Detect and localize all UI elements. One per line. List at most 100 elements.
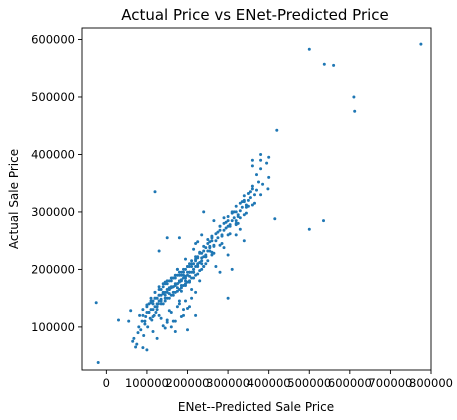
- data-point: [184, 276, 187, 280]
- data-point: [135, 342, 139, 346]
- data-point: [192, 267, 196, 271]
- data-point: [161, 324, 165, 328]
- data-point: [157, 249, 161, 253]
- data-point: [188, 305, 191, 309]
- data-point: [169, 325, 173, 329]
- data-point: [216, 230, 220, 234]
- data-point: [222, 246, 226, 250]
- data-point: [161, 290, 165, 294]
- data-point: [200, 267, 204, 271]
- data-point: [222, 216, 226, 220]
- data-point: [238, 201, 242, 205]
- data-point: [149, 296, 153, 300]
- data-point: [238, 227, 242, 231]
- data-point: [134, 345, 138, 349]
- data-point: [194, 290, 198, 294]
- data-point: [210, 236, 214, 240]
- data-point: [190, 296, 194, 300]
- data-point: [150, 318, 154, 322]
- data-point: [307, 227, 311, 231]
- data-point: [127, 319, 131, 323]
- data-point: [214, 239, 218, 243]
- data-point: [173, 282, 177, 286]
- data-point: [190, 259, 194, 263]
- x-axis-label: ENet--Predicted Sale Price: [178, 400, 334, 414]
- data-point: [155, 296, 159, 300]
- data-point: [188, 274, 191, 278]
- data-point: [167, 286, 171, 290]
- data-point: [155, 305, 159, 309]
- data-point: [137, 325, 141, 329]
- data-point: [167, 309, 171, 313]
- data-point: [184, 282, 187, 286]
- data-point: [157, 288, 161, 291]
- data-point: [206, 259, 210, 263]
- data-point: [138, 313, 142, 317]
- data-point: [175, 289, 179, 293]
- data-point: [200, 259, 204, 263]
- x-tick-label: 500000: [287, 376, 331, 390]
- data-point: [155, 302, 159, 306]
- data-point: [353, 109, 357, 113]
- y-tick-label: 400000: [31, 147, 75, 161]
- data-point: [222, 228, 226, 232]
- data-point: [206, 249, 210, 253]
- data-point: [163, 293, 167, 297]
- data-point: [184, 257, 187, 261]
- data-point: [184, 299, 187, 303]
- data-point: [198, 251, 202, 255]
- data-point: [246, 198, 250, 202]
- data-point: [234, 219, 238, 223]
- data-point: [179, 289, 183, 293]
- data-point: [226, 253, 230, 257]
- data-point: [226, 296, 230, 300]
- data-point: [194, 259, 198, 263]
- data-point: [175, 282, 179, 286]
- data-point: [226, 224, 230, 228]
- points-layer: [94, 42, 423, 364]
- data-point: [224, 226, 228, 230]
- data-point: [190, 288, 194, 291]
- data-point: [173, 330, 177, 333]
- data-point: [242, 213, 246, 217]
- data-point: [177, 288, 181, 291]
- data-point: [266, 187, 270, 191]
- data-point: [234, 204, 238, 208]
- data-point: [322, 62, 326, 66]
- data-point: [230, 219, 234, 223]
- data-point: [248, 190, 252, 194]
- data-point: [204, 262, 208, 266]
- data-point: [161, 302, 165, 306]
- data-point: [248, 196, 252, 200]
- data-point: [194, 313, 198, 317]
- data-point: [200, 262, 204, 266]
- data-point: [175, 267, 179, 271]
- data-point: [222, 221, 226, 225]
- data-point: [145, 311, 149, 314]
- data-point: [153, 296, 157, 300]
- data-point: [177, 299, 181, 303]
- data-point: [212, 244, 216, 248]
- data-point: [182, 308, 185, 312]
- data-point: [332, 63, 336, 67]
- x-tick-label: 0: [103, 376, 110, 390]
- data-point: [196, 262, 200, 266]
- data-point: [155, 308, 159, 312]
- data-point: [159, 316, 163, 320]
- data-point: [322, 219, 325, 223]
- data-point: [261, 182, 265, 186]
- x-tick-label: 100000: [125, 376, 169, 390]
- data-point: [163, 326, 167, 330]
- data-point: [141, 346, 145, 350]
- data-point: [117, 318, 120, 322]
- data-point: [192, 276, 196, 280]
- data-point: [157, 285, 161, 289]
- data-point: [253, 193, 256, 197]
- data-point: [175, 286, 179, 290]
- data-point: [151, 302, 155, 306]
- data-point: [182, 273, 185, 277]
- data-point: [255, 188, 258, 192]
- data-point: [151, 308, 155, 312]
- data-point: [216, 236, 220, 240]
